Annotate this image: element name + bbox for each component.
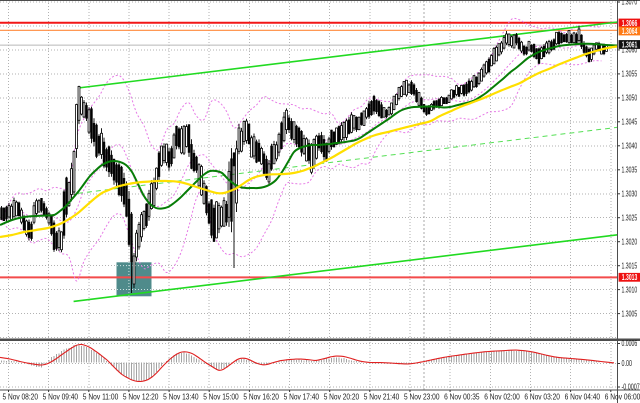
- svg-text:1.3040: 1.3040: [622, 142, 638, 151]
- svg-text:-0.0007: -0.0007: [622, 383, 640, 392]
- svg-text:5 Nov 13:40: 5 Nov 13:40: [163, 393, 199, 402]
- svg-text:1.3015: 1.3015: [622, 261, 638, 270]
- svg-text:5 Nov 16:20: 5 Nov 16:20: [243, 393, 279, 402]
- svg-text:1.3055: 1.3055: [622, 70, 638, 79]
- svg-text:6 Nov 00:35: 6 Nov 00:35: [444, 393, 480, 402]
- svg-text:6 Nov 04:40: 6 Nov 04:40: [565, 393, 601, 402]
- svg-text:1.3013: 1.3013: [622, 273, 638, 282]
- svg-text:1.3020: 1.3020: [622, 237, 638, 246]
- svg-text:6 Nov 02:00: 6 Nov 02:00: [484, 393, 520, 402]
- svg-text:6 Nov 03:20: 6 Nov 03:20: [524, 393, 560, 402]
- svg-text:5 Nov 09:40: 5 Nov 09:40: [43, 393, 79, 402]
- svg-text:1.3070: 1.3070: [622, 0, 638, 7]
- svg-text:1.3025: 1.3025: [622, 213, 638, 222]
- svg-text:5 Nov 08:20: 5 Nov 08:20: [3, 393, 39, 402]
- svg-text:6 Nov 06:00: 6 Nov 06:00: [605, 393, 640, 402]
- svg-text:1.3050: 1.3050: [622, 94, 638, 103]
- svg-text:1.3035: 1.3035: [622, 166, 638, 175]
- svg-text:1.3061: 1.3061: [622, 40, 638, 49]
- svg-text:5 Nov 12:20: 5 Nov 12:20: [123, 393, 159, 402]
- svg-text:1.3060: 1.3060: [622, 46, 638, 55]
- svg-text:5 Nov 11:00: 5 Nov 11:00: [83, 393, 119, 402]
- svg-text:1.3005: 1.3005: [622, 309, 638, 318]
- svg-text:1.3066: 1.3066: [622, 19, 638, 28]
- svg-text:1.3010: 1.3010: [622, 285, 638, 294]
- svg-text:5 Nov 20:20: 5 Nov 20:20: [324, 393, 360, 402]
- svg-text:5 Nov 15:00: 5 Nov 15:00: [203, 393, 239, 402]
- svg-text:5 Nov 17:40: 5 Nov 17:40: [284, 393, 320, 402]
- svg-text:1.3064: 1.3064: [622, 27, 638, 36]
- svg-text:0.0006: 0.0006: [622, 339, 638, 348]
- svg-text:0.00: 0.00: [622, 359, 633, 368]
- svg-text:1.3030: 1.3030: [622, 190, 638, 199]
- svg-text:1.3045: 1.3045: [622, 118, 638, 127]
- svg-text:5 Nov 21:40: 5 Nov 21:40: [364, 393, 400, 402]
- svg-text:5 Nov 23:00: 5 Nov 23:00: [404, 393, 440, 402]
